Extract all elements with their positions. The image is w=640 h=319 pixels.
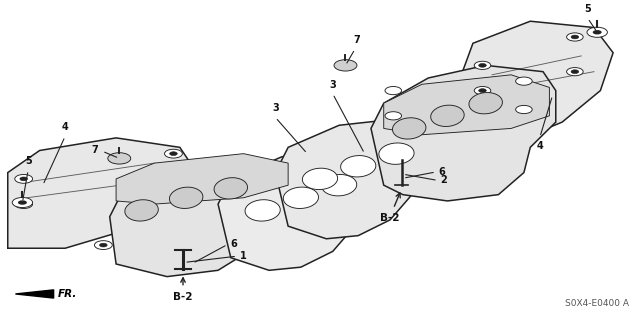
Text: 3: 3 <box>272 103 279 113</box>
Polygon shape <box>371 65 556 201</box>
Circle shape <box>474 86 491 95</box>
Circle shape <box>479 89 486 93</box>
Circle shape <box>587 27 607 37</box>
Circle shape <box>571 35 579 39</box>
Ellipse shape <box>125 200 158 221</box>
Ellipse shape <box>302 168 338 189</box>
Circle shape <box>15 200 33 209</box>
Ellipse shape <box>214 178 248 199</box>
Circle shape <box>95 241 112 249</box>
Circle shape <box>164 149 182 158</box>
Circle shape <box>170 152 177 156</box>
Text: B-2: B-2 <box>380 213 400 223</box>
Text: 7: 7 <box>353 35 360 45</box>
Ellipse shape <box>431 105 464 126</box>
Circle shape <box>474 61 491 70</box>
Polygon shape <box>109 157 294 277</box>
Circle shape <box>18 200 27 205</box>
Circle shape <box>334 60 357 71</box>
Circle shape <box>15 174 33 183</box>
Circle shape <box>12 197 33 208</box>
Text: 5: 5 <box>584 4 591 14</box>
Circle shape <box>516 105 532 114</box>
Circle shape <box>385 112 401 120</box>
Text: 1: 1 <box>241 251 247 261</box>
Polygon shape <box>275 119 447 239</box>
Text: 2: 2 <box>440 175 447 185</box>
Text: B-2: B-2 <box>173 292 193 302</box>
Ellipse shape <box>284 187 319 209</box>
Text: 3: 3 <box>330 80 336 90</box>
Text: FR.: FR. <box>58 289 77 299</box>
Circle shape <box>593 30 602 34</box>
Circle shape <box>108 153 131 164</box>
Text: 5: 5 <box>25 156 31 166</box>
Polygon shape <box>384 75 549 135</box>
Circle shape <box>100 243 107 247</box>
Circle shape <box>516 77 532 85</box>
Ellipse shape <box>245 200 280 221</box>
Polygon shape <box>218 151 390 270</box>
Polygon shape <box>15 290 54 298</box>
Circle shape <box>479 63 486 67</box>
Circle shape <box>385 86 401 95</box>
Text: 7: 7 <box>92 145 99 154</box>
Circle shape <box>566 33 583 41</box>
Circle shape <box>566 68 583 76</box>
Circle shape <box>20 202 28 206</box>
Polygon shape <box>116 154 288 204</box>
Ellipse shape <box>340 156 376 177</box>
Ellipse shape <box>321 174 356 196</box>
Ellipse shape <box>392 118 426 139</box>
Text: 6: 6 <box>438 167 445 177</box>
Text: 4: 4 <box>536 141 543 151</box>
Circle shape <box>20 177 28 181</box>
Text: 6: 6 <box>231 240 237 249</box>
Circle shape <box>571 70 579 74</box>
Polygon shape <box>8 138 193 248</box>
Text: 4: 4 <box>61 122 68 131</box>
Ellipse shape <box>379 143 414 164</box>
Ellipse shape <box>469 93 502 114</box>
Ellipse shape <box>170 187 203 208</box>
Text: S0X4-E0400 A: S0X4-E0400 A <box>565 299 629 308</box>
Polygon shape <box>460 21 613 138</box>
